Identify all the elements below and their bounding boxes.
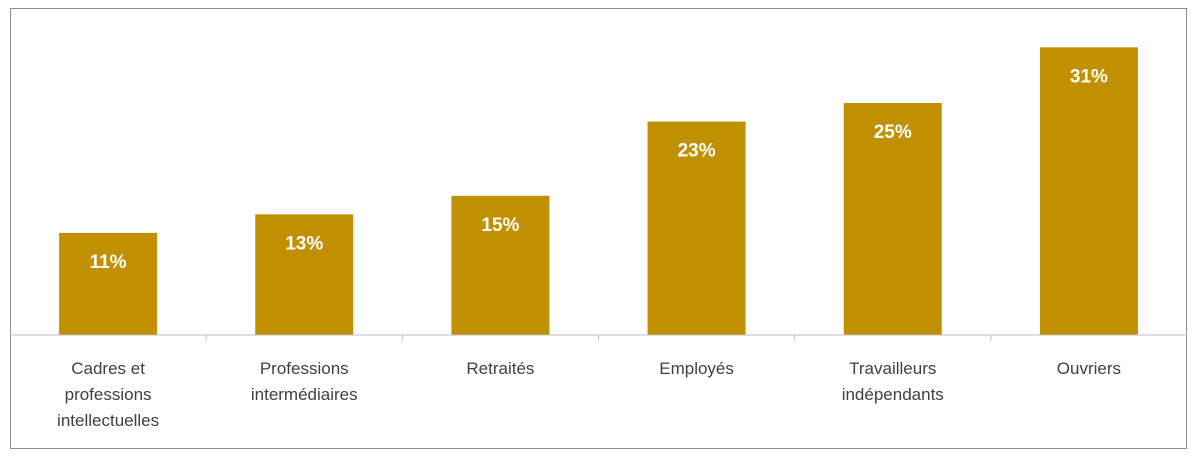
x-tick-label-line: professions: [65, 385, 152, 404]
chart-frame: [10, 8, 1187, 449]
data-label: 25%: [874, 122, 912, 143]
x-tick-label: Retraités: [466, 359, 534, 378]
bar: [1039, 47, 1138, 335]
data-labels-group: 11% 13% 15% 23% 25% 31%: [90, 66, 1108, 273]
bar: [451, 195, 550, 335]
x-tick-label: Ouvriers: [1057, 359, 1121, 378]
data-label: 31%: [1070, 66, 1108, 87]
data-label: 11%: [90, 252, 127, 273]
x-tick-label-line: Ouvriers: [1057, 359, 1121, 378]
x-axis: [10, 334, 1187, 341]
x-tick-label-line: Professions: [260, 359, 349, 378]
x-tick-label: Professions intermédiaires: [251, 359, 358, 404]
x-tick-label: Travailleurs indépendants: [842, 359, 944, 404]
data-label: 23%: [678, 141, 716, 162]
bar: [647, 121, 746, 335]
x-tick-label-line: Cadres et: [71, 359, 145, 378]
x-tick-label-line: intermédiaires: [251, 385, 358, 404]
bar: [59, 232, 158, 335]
x-tick-label-line: intellectuelles: [57, 411, 159, 430]
x-tick-label-line: indépendants: [842, 385, 944, 404]
x-tick-label-line: Travailleurs: [849, 359, 936, 378]
data-label: 13%: [285, 233, 323, 254]
data-label: 15%: [481, 215, 519, 236]
x-tick-label-line: Retraités: [466, 359, 534, 378]
x-tick-label: Employés: [659, 359, 734, 378]
x-tick-labels-group: Cadres et professions intellectuelles Profe…: [57, 359, 1121, 430]
bar: [843, 102, 942, 335]
x-tick-label-line: Employés: [659, 359, 734, 378]
bar: [255, 214, 354, 335]
x-tick-label: Cadres et professions intellectuelles: [57, 359, 159, 430]
bars-group: [59, 47, 1138, 335]
